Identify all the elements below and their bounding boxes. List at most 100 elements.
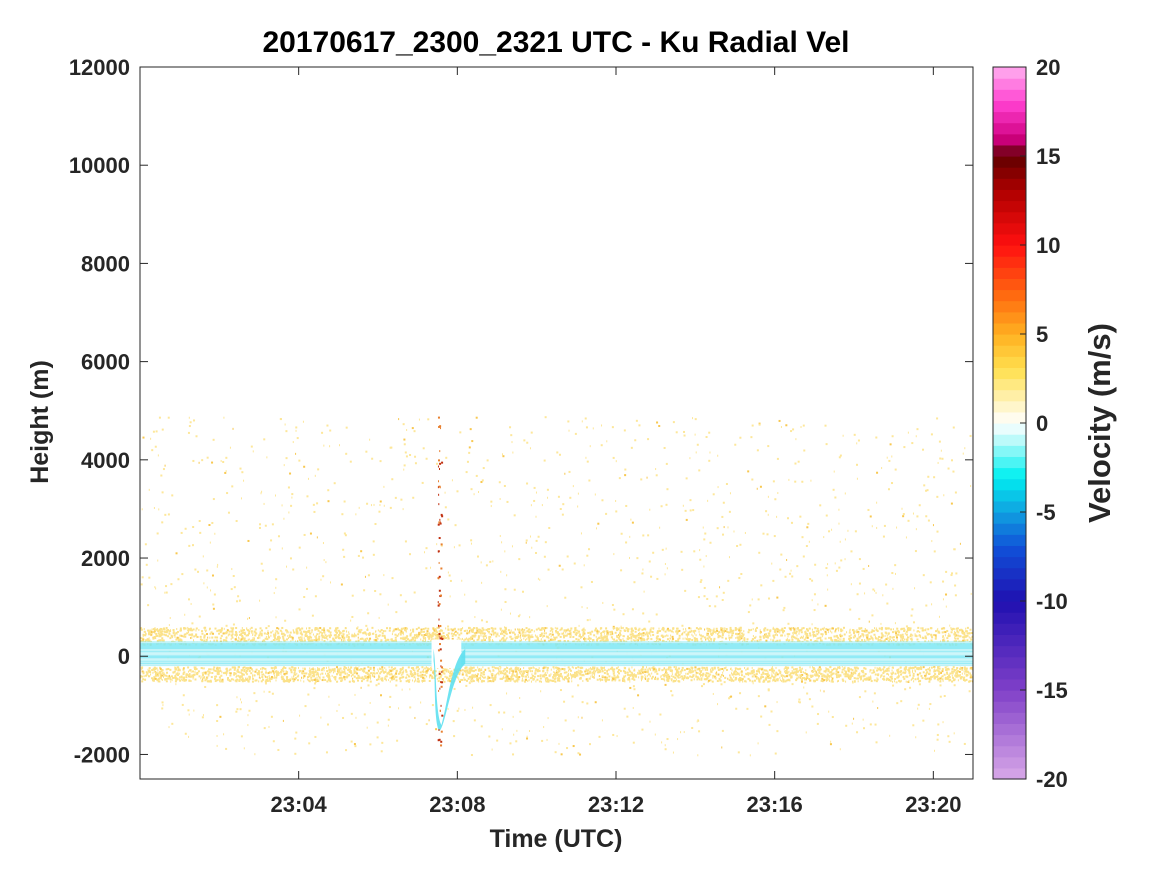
colorbar-segment [993,712,1026,724]
colorbar-tick-label: 20 [1036,55,1060,80]
colorbar-label: Velocity (m/s) [1082,323,1117,523]
y-axis-tick-labels: 12000 10000 8000 6000 4000 2000 0 -2000 [69,55,130,767]
feature-vertical-streak [437,416,444,747]
colorbar-tick-label: 5 [1036,322,1048,347]
colorbar-segment [993,322,1026,335]
colorbar-segment [993,745,1026,758]
colorbar-frame [992,66,1027,780]
axis-ticks [140,66,973,779]
colorbar-segment [993,756,1026,769]
x-axis-tick-labels: 23:04 23:08 23:12 23:16 23:20 [271,792,962,817]
colorbar-segment [993,467,1026,480]
velocity-data-layer [140,416,973,757]
colorbar-segment [993,311,1026,324]
colorbar-segment [993,122,1026,135]
colorbar-segment [993,678,1026,691]
colorbar-tick-label: -20 [1036,767,1068,792]
plot-frame [139,66,974,780]
colorbar-segment [993,200,1026,213]
chart-title: 20170617_2300_2321 UTC - Ku Radial Vel [262,26,849,59]
colorbar-segment [993,767,1026,780]
feature-surface-return [140,639,973,669]
colorbar-tick-label: 0 [1036,411,1048,436]
colorbar-segment [993,400,1026,413]
colorbar-segment [993,267,1026,279]
x-tick-label: 23:04 [271,792,328,817]
colorbar-tick-label: -15 [1036,678,1068,703]
x-tick-label: 23:16 [747,792,803,817]
x-tick-label: 23:20 [905,792,961,817]
colorbar-segment [993,78,1026,90]
x-tick-label: 23:08 [429,792,485,817]
colorbar-tick-label: 15 [1036,144,1060,169]
colorbar-segment [993,100,1026,113]
colorbar-segment [993,690,1026,702]
y-tick-label: 0 [118,644,130,669]
y-axis-label: Height (m) [26,360,54,484]
colorbar-segment [993,367,1026,380]
colorbar-segment [993,634,1026,647]
x-axis-label: Time (UTC) [490,825,623,853]
colorbar-segment [993,556,1026,569]
colorbar-segment [993,334,1026,346]
colorbar-segment [993,411,1026,424]
colorbar-segment [993,278,1026,291]
colorbar-segment [993,623,1026,635]
colorbar-segment [993,645,1026,658]
colorbar-tick-label: -10 [1036,589,1068,614]
colorbar-segment [993,89,1026,101]
y-tick-label: -2000 [74,742,130,767]
colorbar-segment [993,456,1026,469]
colorbar-segment [993,256,1026,268]
colorbar-segment [993,512,1026,524]
colorbar-tick-label: -5 [1036,500,1056,525]
colorbar-segment [993,245,1026,257]
colorbar-segment [993,534,1026,546]
colorbar-segment [993,589,1026,602]
y-tick-label: 8000 [81,251,130,276]
colorbar-segment [993,389,1026,402]
colorbar-segment [993,189,1026,202]
colorbar-segment [993,111,1026,124]
colorbar-segment [993,133,1026,146]
colorbar-segment [993,478,1026,491]
colorbar-segment [993,178,1026,190]
colorbar-segment [993,378,1026,391]
colorbar-segment [993,300,1026,313]
y-tick-label: 2000 [81,546,130,571]
colorbar-tick-label: 10 [1036,233,1060,258]
colorbar-segment [993,567,1026,580]
colorbar-segment [993,289,1026,302]
colorbar-segment [993,723,1026,736]
y-tick-label: 4000 [81,448,130,473]
colorbar-segment [993,445,1026,457]
colorbar-segment [993,612,1026,624]
colorbar-segment [993,545,1026,558]
colorbar-segment [993,144,1026,157]
colorbar-segment [993,423,1026,435]
colorbar-tick-labels: 20 15 10 5 0 -5 -10 -15 -20 [1036,55,1068,792]
colorbar-segment [993,222,1026,235]
y-tick-label: 10000 [69,153,130,178]
y-tick-label: 12000 [69,55,130,80]
colorbar [993,66,1026,780]
x-tick-label: 23:12 [588,792,644,817]
colorbar-segment [993,345,1026,357]
colorbar-segment [993,523,1026,535]
colorbar-segment [993,667,1026,680]
y-tick-label: 6000 [81,350,130,375]
feature-lower-noise-band [140,666,973,683]
colorbar-segment [993,601,1026,613]
colorbar-segment [993,233,1026,246]
colorbar-segment [993,167,1026,179]
colorbar-segment [993,67,1026,79]
colorbar-segment [993,489,1026,502]
colorbar-segment [993,434,1026,446]
colorbar-segment [993,701,1026,713]
colorbar-segment [993,500,1026,513]
colorbar-segment [993,356,1026,368]
colorbar-segment [993,578,1026,591]
colorbar-segment [993,156,1026,168]
colorbar-segment [993,211,1026,224]
